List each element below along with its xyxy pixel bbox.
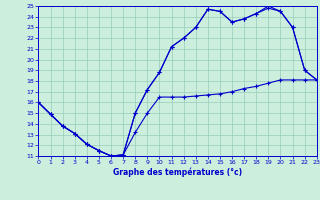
X-axis label: Graphe des températures (°c): Graphe des températures (°c): [113, 168, 242, 177]
